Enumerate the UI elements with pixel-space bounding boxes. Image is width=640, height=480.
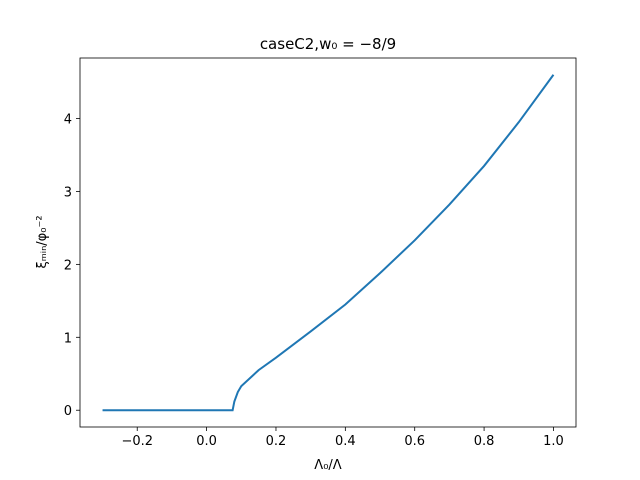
y-tick-label: 4 [64, 113, 72, 128]
y-axis-label: ξₘᵢₙ/φ₀⁻² [35, 215, 50, 268]
x-tick-label: 0.8 [474, 434, 495, 449]
x-axis-label: Λ₀/Λ [314, 458, 341, 473]
line [102, 74, 555, 412]
x-tick-label: −0.2 [121, 434, 153, 449]
axes-frame [79, 57, 577, 428]
x-tick-label: 0.2 [266, 434, 287, 449]
x-tick-label: 1.0 [543, 434, 564, 449]
y-tick-label: 2 [64, 258, 72, 273]
chart-title: caseC2,w₀ = −8/9 [260, 35, 396, 53]
x-tick-label: 0.6 [404, 434, 425, 449]
x-tick-label: 0.0 [196, 434, 217, 449]
y-tick-label: 1 [64, 331, 72, 346]
y-tick-label: 3 [64, 185, 72, 200]
x-tick-label: 0.4 [335, 434, 356, 449]
y-tick-label: 0 [64, 404, 72, 419]
